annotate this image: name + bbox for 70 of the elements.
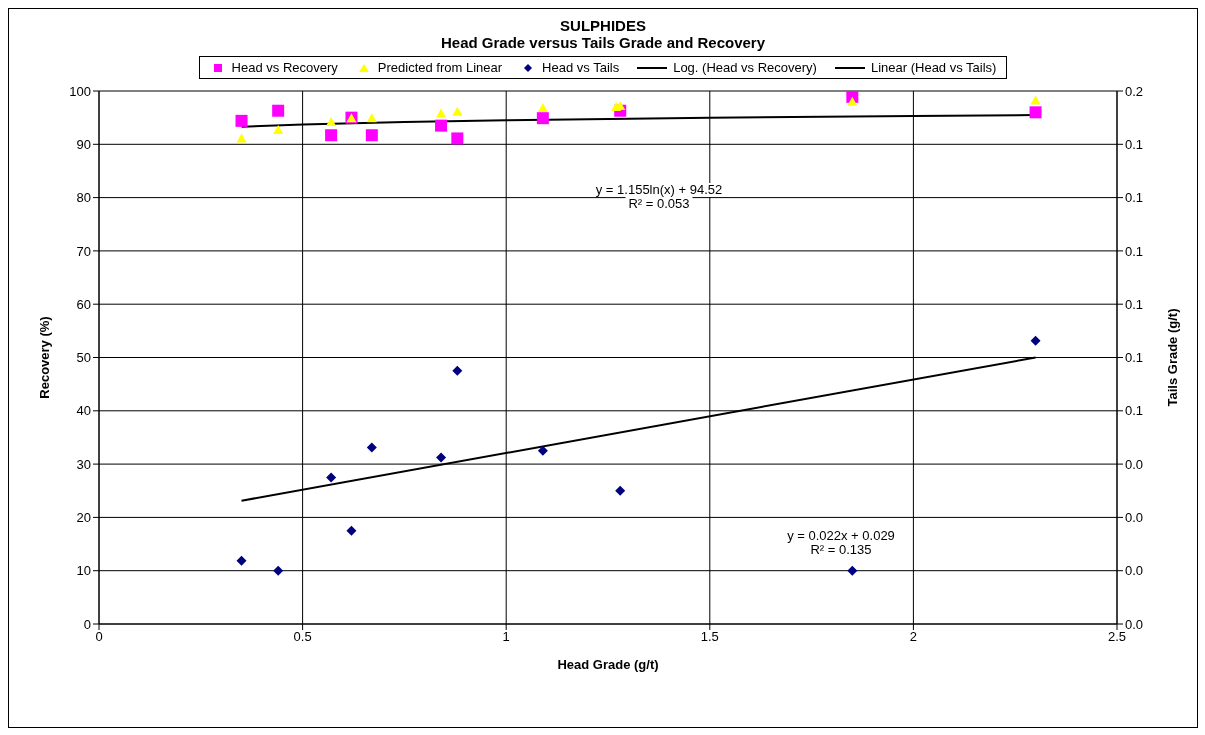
point <box>1030 335 1041 346</box>
x-tick-label: 2.5 <box>1107 629 1127 645</box>
point <box>537 103 548 113</box>
x-tick-label: 0 <box>95 629 103 645</box>
x-tick-label: 0.5 <box>293 629 312 645</box>
annotation: y = 1.155ln(x) + 94.52 <box>592 182 726 197</box>
y2-tick-label: 0.1 <box>1125 350 1144 366</box>
y2-tick-label: 0.1 <box>1125 403 1144 419</box>
annotation: y = 0.022x + 0.029 <box>784 528 898 543</box>
y-tick-label: 70 <box>76 243 91 259</box>
y-tick-label: 0 <box>83 616 91 632</box>
y2-tick-label: 0.0 <box>1125 616 1144 632</box>
annotation: R² = 0.053 <box>625 196 693 211</box>
chart-title: SULPHIDES <box>559 17 647 34</box>
point <box>326 116 337 126</box>
y2-tick-label: 0.0 <box>1125 563 1144 579</box>
y2-tick-label: 0.1 <box>1125 243 1144 259</box>
point <box>452 365 463 376</box>
x-axis-title: Head Grade (g/t) <box>557 657 659 672</box>
y2-tick-label: 0.0 <box>1125 456 1144 472</box>
point <box>235 114 248 127</box>
legend-label: Log. (Head vs Recovery) <box>672 60 817 75</box>
legend-label: Head vs Tails <box>541 60 620 75</box>
point <box>236 133 247 143</box>
point <box>366 442 377 453</box>
point <box>847 96 858 106</box>
y2-tick-label: 0.0 <box>1125 510 1144 526</box>
point <box>847 565 858 576</box>
point <box>435 119 448 132</box>
x-tick-label: 2 <box>909 629 918 645</box>
y-tick-label: 100 <box>69 83 91 99</box>
annotation: R² = 0.135 <box>807 542 875 557</box>
y-tick-label: 80 <box>76 190 91 206</box>
point <box>451 132 464 145</box>
point <box>346 525 357 536</box>
point <box>1029 106 1042 119</box>
point <box>536 112 549 125</box>
y-tick-label: 40 <box>76 403 91 419</box>
point <box>236 555 247 566</box>
point <box>615 485 626 496</box>
y-tick-label: 20 <box>76 510 91 526</box>
y2-tick-label: 0.1 <box>1125 136 1144 152</box>
x-tick-label: 1 <box>502 629 510 645</box>
point <box>452 106 463 116</box>
y-tick-label: 30 <box>76 456 91 472</box>
point <box>365 129 378 142</box>
x-tick-label: 1.5 <box>700 629 719 645</box>
point <box>272 104 285 117</box>
point <box>537 445 548 456</box>
point <box>366 113 377 123</box>
y2-axis-title: Tails Grade (g/t) <box>1164 308 1180 407</box>
point <box>325 129 338 142</box>
legend-label: Predicted from Linear <box>376 60 503 75</box>
y2-tick-label: 0.1 <box>1125 296 1144 312</box>
legend-label: Head vs Recovery <box>230 60 338 75</box>
y2-tick-label: 0.2 <box>1125 83 1144 99</box>
point <box>273 565 284 576</box>
legend-label: Linear (Head vs Tails) <box>869 60 997 75</box>
y-tick-label: 90 <box>76 136 91 152</box>
point <box>436 452 447 463</box>
chart-subtitle: Head Grade versus Tails Grade and Recovery <box>439 34 766 51</box>
y-tick-label: 50 <box>76 350 91 366</box>
point <box>326 472 337 483</box>
point <box>436 108 447 118</box>
y-axis-title: Recovery (%) <box>36 316 52 399</box>
y2-tick-label: 0.1 <box>1125 190 1144 206</box>
point <box>1030 95 1041 105</box>
point <box>273 124 284 134</box>
y-tick-label: 10 <box>76 563 91 579</box>
y-tick-label: 60 <box>76 296 91 312</box>
